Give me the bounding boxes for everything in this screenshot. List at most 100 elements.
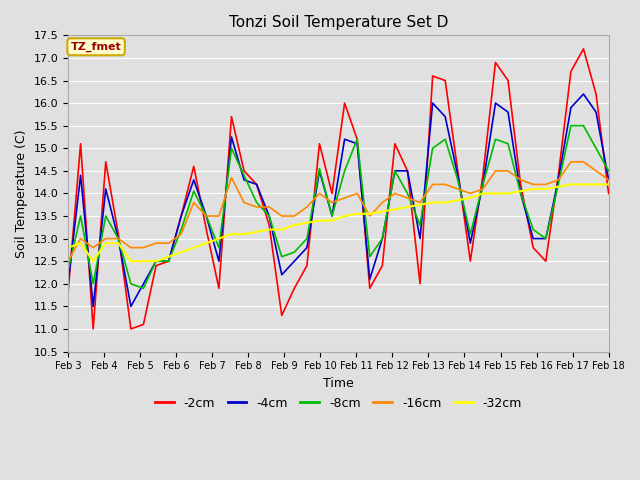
-16cm [90,245,97,251]
-2cm [605,191,612,196]
-2cm [391,141,399,146]
-32cm [140,258,147,264]
-16cm [140,245,147,251]
-8cm [64,267,72,273]
-8cm [240,172,248,178]
-4cm [215,258,223,264]
-32cm [442,200,449,205]
-16cm [416,200,424,205]
-16cm [479,186,487,192]
-4cm [353,141,361,146]
-32cm [391,206,399,212]
-4cm [64,281,72,287]
-2cm [529,245,537,251]
-16cm [605,177,612,183]
-32cm [253,229,260,235]
-16cm [378,200,386,205]
-16cm [492,168,499,174]
-32cm [102,240,109,246]
-4cm [291,258,298,264]
-8cm [228,145,236,151]
-16cm [542,181,550,187]
-8cm [554,181,562,187]
-16cm [404,195,412,201]
-16cm [202,213,210,219]
-8cm [454,177,461,183]
-4cm [416,236,424,241]
-32cm [316,217,323,223]
-32cm [152,258,160,264]
Title: Tonzi Soil Temperature Set D: Tonzi Soil Temperature Set D [228,15,448,30]
-32cm [64,245,72,251]
-2cm [442,78,449,84]
-2cm [328,191,336,196]
-32cm [529,186,537,192]
-4cm [366,276,374,282]
-16cm [253,204,260,210]
-32cm [340,213,348,219]
-32cm [215,236,223,241]
-2cm [202,227,210,232]
-2cm [266,222,273,228]
-16cm [177,231,185,237]
-4cm [202,213,210,219]
-16cm [366,213,374,219]
-16cm [340,195,348,201]
-8cm [140,286,147,291]
-2cm [291,286,298,291]
-32cm [492,191,499,196]
-8cm [416,222,424,228]
-16cm [592,168,600,174]
-8cm [391,168,399,174]
-4cm [240,177,248,183]
-32cm [202,240,210,246]
-4cm [328,213,336,219]
-32cm [467,195,474,201]
-4cm [228,134,236,140]
-4cm [567,105,575,110]
-2cm [516,181,524,187]
-8cm [580,123,588,129]
-32cm [291,222,298,228]
-16cm [102,236,109,241]
-2cm [378,263,386,269]
-32cm [77,240,84,246]
-2cm [340,100,348,106]
-16cm [516,177,524,183]
-2cm [416,281,424,287]
-4cm [429,100,436,106]
Line: -32cm: -32cm [68,184,609,261]
-8cm [316,166,323,171]
-2cm [504,78,512,84]
-16cm [266,204,273,210]
-32cm [90,258,97,264]
-4cm [378,236,386,241]
Line: -2cm: -2cm [68,49,609,329]
-16cm [291,213,298,219]
-2cm [228,114,236,120]
-2cm [454,168,461,174]
-4cm [454,172,461,178]
-32cm [516,188,524,194]
-32cm [580,181,588,187]
-4cm [253,181,260,187]
-16cm [529,181,537,187]
-2cm [140,322,147,327]
-4cm [542,236,550,241]
-32cm [353,211,361,216]
-2cm [240,168,248,174]
-32cm [567,181,575,187]
-4cm [102,186,109,192]
-8cm [479,181,487,187]
-16cm [190,200,198,205]
-4cm [77,172,84,178]
-8cm [353,136,361,142]
-2cm [429,73,436,79]
-4cm [266,213,273,219]
-16cm [580,159,588,165]
-32cm [454,197,461,203]
-16cm [353,191,361,196]
-16cm [215,213,223,219]
-16cm [442,181,449,187]
-2cm [64,290,72,296]
